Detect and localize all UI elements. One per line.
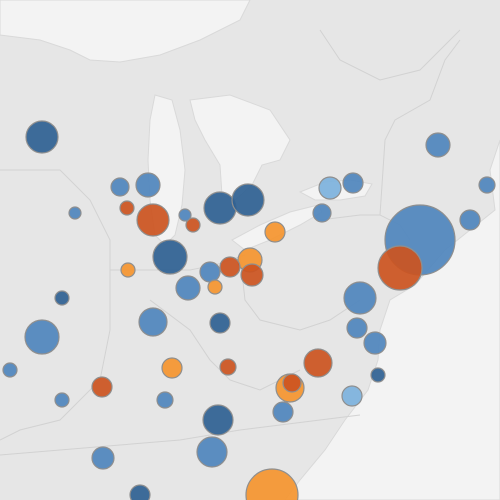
bubble xyxy=(156,391,174,409)
bubble xyxy=(136,203,170,237)
bubble xyxy=(312,203,332,223)
bubble xyxy=(459,209,481,231)
lake-superior xyxy=(0,0,251,63)
bubble xyxy=(343,281,377,315)
bubble xyxy=(282,373,302,393)
bubble xyxy=(303,348,333,378)
bubble xyxy=(178,208,192,222)
bubble xyxy=(24,319,60,355)
bubble xyxy=(264,221,286,243)
bubble xyxy=(185,217,201,233)
bubble xyxy=(377,245,423,291)
bubble xyxy=(196,436,228,468)
bubble xyxy=(161,357,183,379)
bubble xyxy=(54,290,70,306)
bubble xyxy=(245,468,299,500)
bubble xyxy=(152,239,188,275)
bubble xyxy=(25,120,59,154)
bubble xyxy=(231,183,265,217)
state-border xyxy=(239,254,361,331)
state-border xyxy=(0,414,361,456)
bubble xyxy=(478,176,496,194)
bubble xyxy=(207,279,223,295)
bubble xyxy=(110,177,130,197)
bubble xyxy=(138,307,168,337)
bubble xyxy=(68,206,82,220)
bubble xyxy=(91,446,115,470)
bubble xyxy=(91,376,113,398)
bubble xyxy=(240,263,264,287)
bubble xyxy=(175,275,201,301)
bubble xyxy=(129,484,151,500)
bubble xyxy=(370,367,386,383)
bubble xyxy=(272,401,294,423)
bubble xyxy=(318,176,342,200)
bubble xyxy=(346,317,368,339)
bubble xyxy=(135,172,161,198)
bubble xyxy=(54,392,70,408)
bubble xyxy=(202,404,234,436)
state-border xyxy=(0,169,111,441)
bubble xyxy=(341,385,363,407)
bubble xyxy=(119,200,135,216)
bubbles xyxy=(2,120,496,500)
bubble xyxy=(219,358,237,376)
bubble xyxy=(363,331,387,355)
bubble xyxy=(2,362,18,378)
state-border xyxy=(379,39,461,216)
bubble xyxy=(342,172,364,194)
bubble xyxy=(219,256,241,278)
bubble xyxy=(199,261,221,283)
bubble xyxy=(120,262,136,278)
bubble xyxy=(203,191,237,225)
state-border xyxy=(319,29,461,81)
bubble xyxy=(425,132,451,158)
bubble xyxy=(209,312,231,334)
